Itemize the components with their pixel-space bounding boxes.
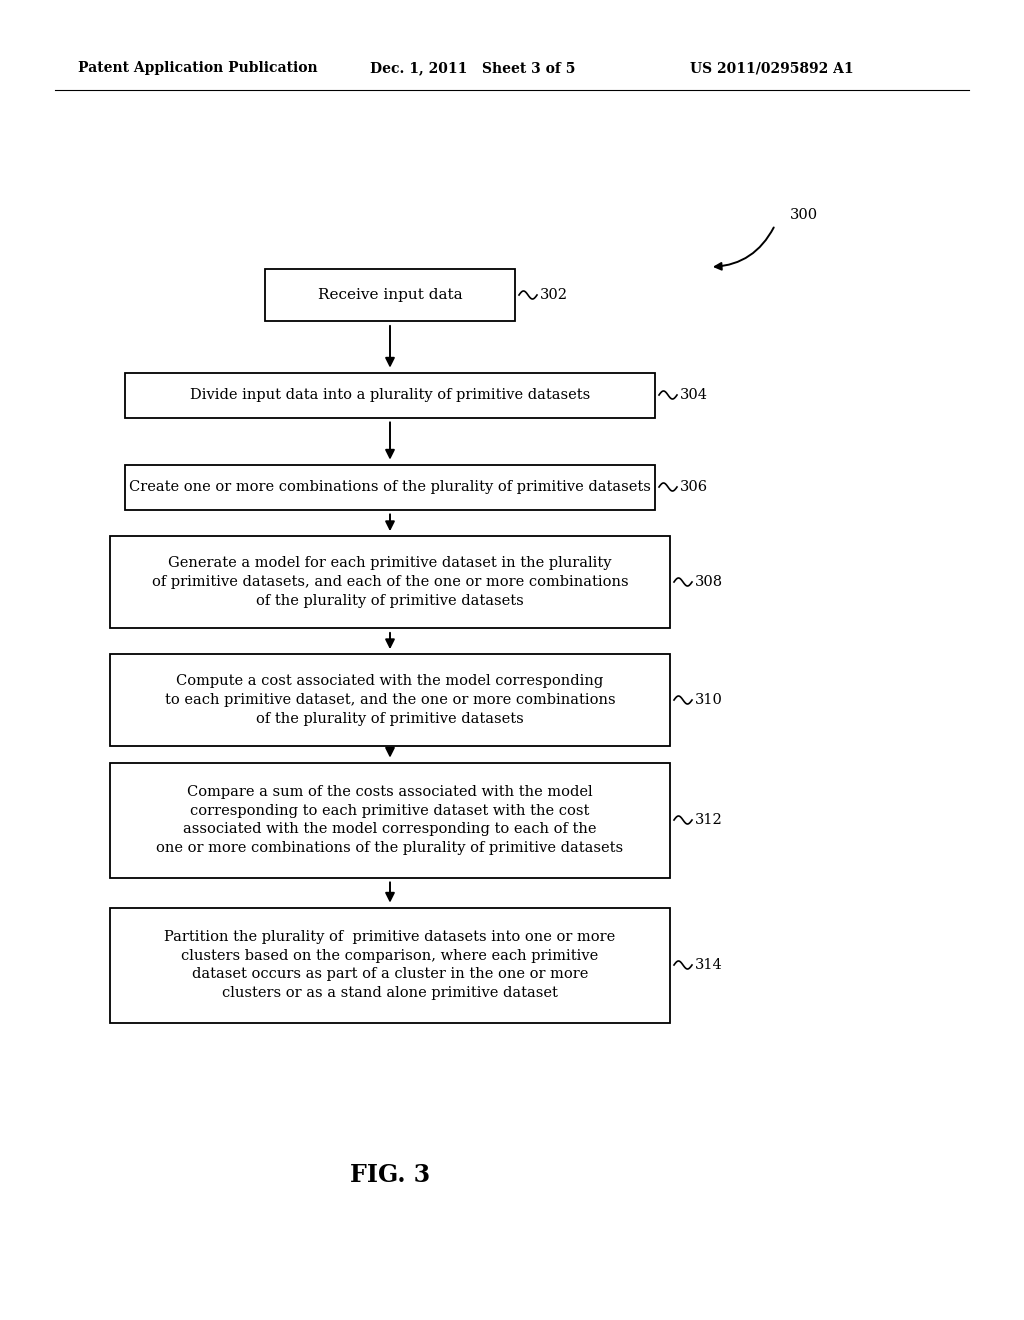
Text: 306: 306	[680, 480, 709, 494]
Text: 300: 300	[790, 209, 818, 222]
Text: Create one or more combinations of the plurality of primitive datasets: Create one or more combinations of the p…	[129, 480, 651, 494]
Text: Dec. 1, 2011   Sheet 3 of 5: Dec. 1, 2011 Sheet 3 of 5	[370, 61, 575, 75]
Text: FIG. 3: FIG. 3	[350, 1163, 430, 1187]
Text: Generate a model for each primitive dataset in the plurality
of primitive datase: Generate a model for each primitive data…	[152, 556, 629, 609]
Text: 304: 304	[680, 388, 708, 403]
Text: Partition the plurality of  primitive datasets into one or more
clusters based o: Partition the plurality of primitive dat…	[165, 929, 615, 1001]
Text: Receive input data: Receive input data	[317, 288, 462, 302]
Bar	[265, 269, 515, 321]
Text: Divide input data into a plurality of primitive datasets: Divide input data into a plurality of pr…	[189, 388, 590, 403]
Bar	[125, 465, 655, 510]
Text: 310: 310	[695, 693, 723, 708]
Text: Compute a cost associated with the model corresponding
to each primitive dataset: Compute a cost associated with the model…	[165, 675, 615, 726]
Text: 314: 314	[695, 958, 723, 972]
Bar	[110, 536, 670, 628]
Text: 312: 312	[695, 813, 723, 828]
Text: US 2011/0295892 A1: US 2011/0295892 A1	[690, 61, 854, 75]
Bar	[125, 372, 655, 417]
Text: Compare a sum of the costs associated with the model
corresponding to each primi: Compare a sum of the costs associated wi…	[157, 784, 624, 855]
Bar	[110, 763, 670, 878]
Text: 302: 302	[540, 288, 568, 302]
Bar	[110, 908, 670, 1023]
Bar	[110, 653, 670, 746]
Text: Patent Application Publication: Patent Application Publication	[78, 61, 317, 75]
Text: 308: 308	[695, 576, 723, 589]
